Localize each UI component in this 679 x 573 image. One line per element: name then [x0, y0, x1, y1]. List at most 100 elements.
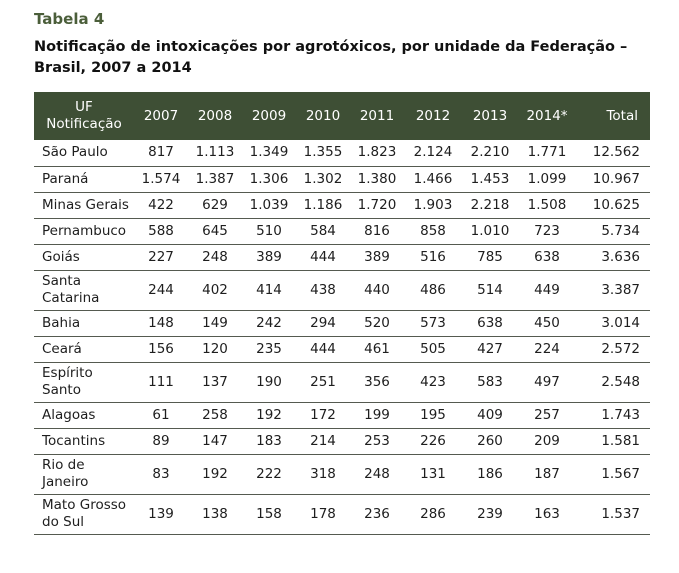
row-uf-name: Bahia	[34, 310, 134, 337]
cell-value: 427	[462, 336, 518, 363]
table-body: São Paulo 817 1.113 1.349 1.355 1.823 2.124 2.2…	[34, 140, 650, 535]
cell-value: 444	[296, 244, 350, 271]
header-uf-line1: UF	[75, 99, 93, 115]
cell-value: 260	[462, 428, 518, 455]
table-row: Ceará 156 120 235 444 461 505 427 224 2.572	[34, 336, 650, 363]
cell-value: 638	[462, 310, 518, 337]
header-uf: UF Notificação	[34, 92, 134, 140]
table-row: Espírito Santo 111 137 190 251 356 423 583 497 2.5…	[34, 362, 650, 403]
uf-name-line: Santa	[42, 273, 81, 289]
cell-value: 253	[350, 428, 404, 455]
cell-value: 139	[134, 494, 188, 535]
cell-value: 186	[462, 454, 518, 495]
row-uf-name: Santa Catarina	[34, 270, 134, 311]
cell-value: 573	[404, 310, 462, 337]
table-title: Notificação de intoxicações por agrotóxi…	[34, 39, 628, 76]
cell-value: 497	[518, 362, 576, 403]
cell-total: 3.636	[576, 244, 650, 271]
header-year: 2014*	[526, 108, 568, 124]
row-uf-name: Espírito Santo	[34, 362, 134, 403]
cell-value: 858	[404, 218, 462, 245]
table-row: Alagoas 61 258 192 172 199 195 409 257 1.743	[34, 402, 650, 429]
cell-value: 389	[350, 244, 404, 271]
cell-value: 192	[242, 402, 296, 429]
cell-value: 137	[188, 362, 242, 403]
cell-value: 638	[518, 244, 576, 271]
cell-value: 440	[350, 270, 404, 311]
header-year: 2013	[472, 108, 508, 124]
cell-value: 438	[296, 270, 350, 311]
cell-value: 244	[134, 270, 188, 311]
cell-value: 645	[188, 218, 242, 245]
cell-value: 2.124	[404, 140, 462, 167]
cell-value: 286	[404, 494, 462, 535]
cell-value: 187	[518, 454, 576, 495]
intoxication-table: UF Notificação 2007 2008 2009 2010 2011 …	[34, 92, 650, 535]
cell-value: 1.186	[296, 192, 350, 219]
uf-name-line: Alagoas	[42, 406, 96, 423]
header-year: 2011	[359, 108, 395, 124]
cell-value: 61	[134, 402, 188, 429]
cell-value: 172	[296, 402, 350, 429]
cell-value: 236	[350, 494, 404, 535]
row-uf-name: Goiás	[34, 244, 134, 271]
cell-value: 444	[296, 336, 350, 363]
cell-value: 209	[518, 428, 576, 455]
row-uf-name: Paraná	[34, 166, 134, 193]
cell-value: 178	[296, 494, 350, 535]
cell-value: 148	[134, 310, 188, 337]
cell-value: 409	[462, 402, 518, 429]
cell-value: 294	[296, 310, 350, 337]
cell-value: 1.349	[242, 140, 296, 167]
cell-total: 5.734	[576, 218, 650, 245]
cell-value: 1.387	[188, 166, 242, 193]
header-uf-line2: Notificação	[46, 116, 122, 132]
row-uf-name: Ceará	[34, 336, 134, 363]
cell-value: 120	[188, 336, 242, 363]
cell-total: 12.562	[576, 140, 650, 167]
cell-value: 1.771	[518, 140, 576, 167]
header-year: 2007	[143, 108, 179, 124]
row-uf-name: São Paulo	[34, 140, 134, 167]
cell-value: 1.113	[188, 140, 242, 167]
cell-value: 422	[134, 192, 188, 219]
cell-value: 423	[404, 362, 462, 403]
header-row: UF Notificação 2007 2008 2009 2010 2011 …	[34, 92, 650, 140]
row-uf-name: Pernambuco	[34, 218, 134, 245]
cell-value: 461	[350, 336, 404, 363]
row-uf-name: Mato Grosso do Sul	[34, 494, 134, 535]
cell-value: 1.903	[404, 192, 462, 219]
uf-name-line: Pernambuco	[42, 222, 127, 239]
cell-value: 227	[134, 244, 188, 271]
cell-value: 149	[188, 310, 242, 337]
cell-value: 414	[242, 270, 296, 311]
cell-value: 510	[242, 218, 296, 245]
cell-value: 1.302	[296, 166, 350, 193]
cell-value: 239	[462, 494, 518, 535]
cell-value: 248	[350, 454, 404, 495]
uf-name-line: do Sul	[42, 514, 84, 530]
table-row: São Paulo 817 1.113 1.349 1.355 1.823 2.124 2.2…	[34, 140, 650, 167]
row-uf-name: Tocantins	[34, 428, 134, 455]
table-row: Pernambuco 588 645 510 584 816 858 1.010 723 5.73…	[34, 218, 650, 245]
table-row: Tocantins 89 147 183 214 253 226 260 209 1.581	[34, 428, 650, 455]
cell-value: 111	[134, 362, 188, 403]
cell-value: 192	[188, 454, 242, 495]
cell-total: 3.014	[576, 310, 650, 337]
cell-value: 1.720	[350, 192, 404, 219]
cell-value: 356	[350, 362, 404, 403]
cell-value: 520	[350, 310, 404, 337]
header-year: 2009	[251, 108, 287, 124]
table-row: Minas Gerais 422 629 1.039 1.186 1.720 1.903 2.…	[34, 192, 650, 219]
cell-value: 389	[242, 244, 296, 271]
row-uf-name: Rio de Janeiro	[34, 454, 134, 495]
cell-value: 588	[134, 218, 188, 245]
cell-value: 226	[404, 428, 462, 455]
uf-name-line: Mato Grosso	[42, 497, 127, 513]
cell-total: 2.548	[576, 362, 650, 403]
cell-value: 190	[242, 362, 296, 403]
cell-value: 147	[188, 428, 242, 455]
row-uf-name: Minas Gerais	[34, 192, 134, 219]
cell-value: 514	[462, 270, 518, 311]
table-row: Santa Catarina 244 402 414 438 440 486 514 449 3.3…	[34, 270, 650, 311]
